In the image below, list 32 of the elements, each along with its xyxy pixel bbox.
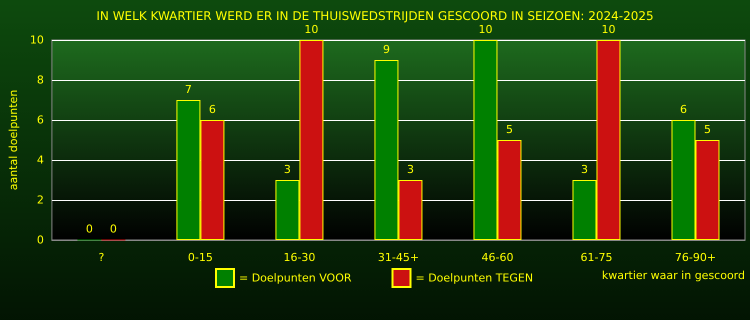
chart-title: IN WELK KWARTIER WERD ER IN DE THUISWEDSTRIJDEN GESCOORD IN SEIZOEN: 2024-2025 — [96, 9, 654, 23]
x-tick-label: 61-75 — [580, 251, 612, 264]
y-axis-title: aantal doelpunten — [7, 90, 20, 190]
x-axis-title: kwartier waar in gescoord — [602, 269, 745, 282]
data-label: 3 — [284, 163, 291, 176]
x-tick-label: 16-30 — [283, 251, 316, 264]
data-label: 9 — [382, 43, 390, 56]
data-label: 7 — [184, 83, 192, 96]
y-tick-label: 8 — [36, 74, 44, 86]
y-tick-label: 2 — [36, 194, 44, 206]
x-tick-label: ? — [98, 251, 104, 264]
data-label: 6 — [208, 103, 216, 116]
data-label: 3 — [580, 163, 588, 176]
y-tick-label: 0 — [36, 234, 44, 246]
data-label: 5 — [704, 123, 711, 136]
y-tick-label: 10 — [30, 34, 44, 46]
data-label: 10 — [601, 23, 616, 36]
x-tick-label: 0-15 — [188, 251, 213, 264]
data-label: 3 — [406, 163, 414, 176]
data-label: 10 — [304, 23, 318, 36]
legend-label: = Doelpunten VOOR — [239, 272, 352, 284]
x-tick-label: 46-60 — [481, 251, 514, 264]
x-tick-label: 31-45+ — [378, 251, 420, 264]
data-label: 0 — [110, 222, 117, 236]
x-tick-label: 76-90+ — [674, 251, 716, 264]
y-tick-label: 4 — [36, 154, 44, 166]
data-label: 6 — [680, 103, 687, 116]
data-label: 0 — [86, 222, 93, 236]
data-label: 5 — [506, 123, 513, 136]
data-label: 10 — [478, 23, 492, 36]
y-tick-label: 6 — [36, 114, 44, 126]
legend-label: = Doelpunten TEGEN — [416, 272, 534, 284]
